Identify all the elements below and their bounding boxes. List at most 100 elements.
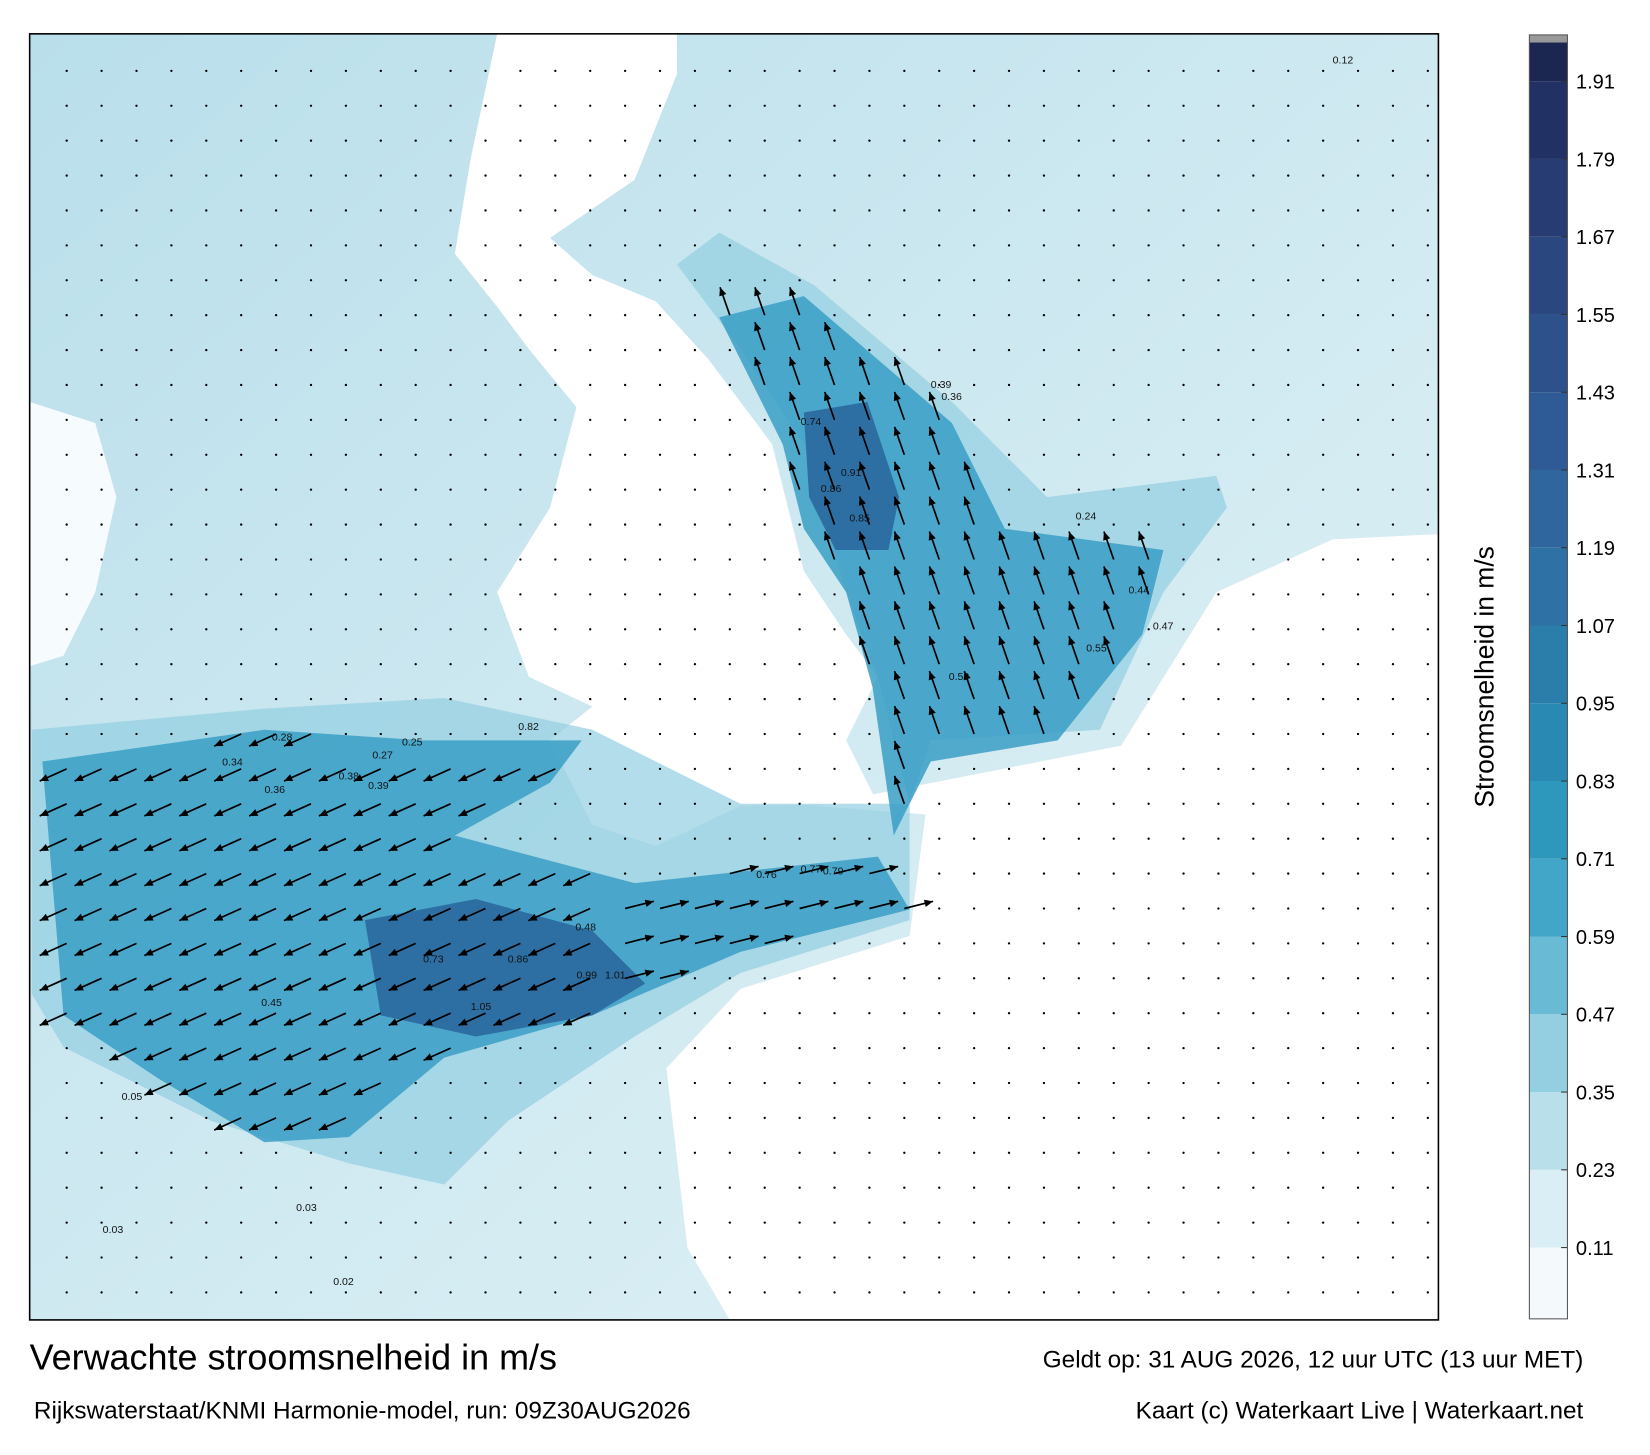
grid-dot	[100, 488, 103, 491]
grid-dot	[1391, 697, 1395, 701]
grid-dot	[903, 1046, 906, 1050]
arrow-head	[963, 706, 971, 716]
arrow-head	[963, 461, 971, 471]
grid-dot	[554, 453, 557, 456]
grid-dot	[100, 1116, 103, 1120]
grid-dot	[100, 523, 103, 526]
grid-dot	[65, 1256, 68, 1259]
grid-dot	[65, 174, 68, 177]
arrow-head	[179, 1053, 189, 1061]
grid-dot	[484, 174, 487, 177]
speed-label: 0.34	[222, 757, 243, 769]
grid-dot	[1077, 69, 1080, 73]
grid-dot	[1321, 1116, 1325, 1120]
grid-dot	[833, 767, 836, 771]
arrow-head	[854, 864, 864, 873]
grid-dot	[833, 1116, 836, 1120]
arrow-head	[719, 287, 727, 297]
grid-dot	[903, 348, 906, 352]
grid-dot	[1042, 523, 1046, 526]
grid-dot	[519, 593, 522, 596]
arrow-head	[283, 843, 294, 851]
grid-dot	[1252, 1291, 1255, 1294]
grid-dot	[868, 244, 871, 247]
grid-dot	[484, 139, 487, 142]
grid-dot	[798, 1081, 801, 1085]
grid-dot	[1217, 663, 1220, 666]
grid-dot	[658, 418, 662, 422]
grid-dot	[728, 802, 731, 805]
grid-dot	[1321, 139, 1325, 142]
grid-dot	[1112, 69, 1115, 73]
grid-dot	[938, 942, 941, 945]
arrow-head	[353, 1088, 364, 1096]
arrow-head	[318, 809, 329, 816]
arrow-head	[893, 566, 901, 576]
grid-dot	[1287, 1116, 1290, 1120]
grid-dot	[65, 1046, 68, 1050]
grid-dot	[903, 209, 906, 212]
speed-label: 0.59	[949, 671, 970, 683]
grid-dot	[658, 1046, 662, 1050]
grid-dot	[1007, 1151, 1011, 1154]
grid-dot	[938, 1291, 941, 1294]
grid-dot	[205, 697, 208, 701]
grid-dot	[623, 1151, 627, 1154]
arrow-head	[353, 774, 364, 782]
colorbar-tick-label: 1.79	[1576, 149, 1615, 171]
grid-dot	[1217, 628, 1220, 631]
arrow-head	[74, 1018, 84, 1026]
arrow-head	[109, 1018, 119, 1026]
grid-dot	[170, 697, 173, 701]
grid-dot	[1287, 209, 1290, 212]
arrow-head	[109, 1053, 119, 1061]
grid-dot	[1391, 69, 1395, 73]
grid-dot	[972, 244, 976, 247]
grid-dot	[1147, 1046, 1150, 1050]
grid-dot	[1287, 802, 1290, 805]
speed-label: 0.02	[333, 1276, 354, 1288]
grid-dot	[1042, 383, 1046, 387]
grid-dot	[728, 383, 731, 387]
grid-dot	[1287, 697, 1290, 701]
arrow-head	[318, 1123, 329, 1131]
grid-dot	[972, 872, 976, 875]
grid-dot	[1321, 209, 1325, 212]
grid-dot	[379, 69, 382, 73]
grid-dot	[623, 628, 627, 631]
grid-dot	[972, 1221, 976, 1224]
grid-dot	[484, 1186, 487, 1189]
grid-dot	[309, 663, 313, 666]
grid-dot	[1356, 1012, 1360, 1015]
arrow-head	[858, 531, 866, 541]
arrow-head	[893, 531, 901, 541]
arrow-head	[928, 391, 936, 402]
grid-dot	[833, 1256, 836, 1259]
grid-dot	[519, 1221, 522, 1224]
grid-dot	[798, 697, 801, 701]
grid-dot	[1321, 732, 1325, 736]
grid-dot	[65, 1186, 68, 1189]
grid-dot	[205, 663, 208, 666]
grid-dot	[1287, 279, 1290, 282]
grid-dot	[1077, 523, 1080, 526]
grid-dot	[414, 383, 417, 387]
grid-dot	[972, 453, 976, 456]
grid-dot	[414, 523, 417, 526]
arrow-head	[144, 1053, 154, 1061]
arrow-head	[144, 809, 154, 816]
grid-dot	[484, 348, 487, 352]
grid-dot	[833, 209, 836, 212]
grid-dot	[658, 1186, 662, 1189]
grid-dot	[1287, 1012, 1290, 1015]
grid-dot	[1077, 1221, 1080, 1224]
grid-dot	[728, 1046, 731, 1050]
grid-dot	[798, 69, 801, 73]
grid-dot	[728, 1116, 731, 1120]
grid-dot	[1182, 69, 1185, 73]
grid-dot	[170, 139, 173, 142]
speed-label: 0.12	[1333, 54, 1354, 66]
grid-dot	[693, 732, 697, 736]
arrow-head	[214, 774, 224, 782]
grid-dot	[1042, 314, 1046, 317]
